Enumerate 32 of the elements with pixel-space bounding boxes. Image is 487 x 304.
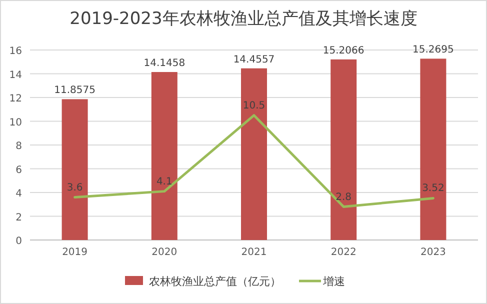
data-label: 14.4557 (233, 54, 275, 66)
y-tick-label: 16 (9, 46, 22, 57)
y-tick-label: 6 (16, 164, 22, 176)
bar (241, 68, 267, 240)
x-tick-label: 2019 (62, 247, 88, 258)
data-label: 3.52 (422, 183, 444, 194)
y-tick-label: 4 (16, 188, 22, 200)
data-label: 4.1 (156, 176, 172, 188)
data-label: 10.5 (242, 100, 266, 112)
data-label: 3.6 (66, 182, 83, 194)
x-tick-label: 2023 (420, 247, 446, 258)
data-label: 14.1458 (144, 58, 186, 70)
legend-label: 农林牧渔业总产值（亿元） (149, 275, 281, 288)
y-tick-label: 0 (16, 236, 22, 247)
data-label: 15.2695 (412, 44, 454, 56)
data-label: 11.8575 (54, 85, 96, 96)
chart-title: 2019-2023年农林牧渔业总产值及其增长速度 (70, 9, 418, 29)
bar (420, 58, 446, 240)
y-tick-label: 14 (9, 70, 22, 81)
y-tick-label: 12 (9, 94, 22, 104)
bar (62, 99, 88, 240)
y-tick-label: 2 (16, 212, 22, 224)
x-tick-label: 2020 (152, 247, 178, 258)
bar (330, 59, 357, 240)
x-tick-label: 2022 (330, 247, 356, 258)
bar (151, 72, 178, 240)
legend-label: 增速 (322, 275, 345, 288)
data-label: 15.2066 (322, 45, 364, 56)
y-tick-label: 8 (16, 141, 22, 152)
y-tick-label: 10 (9, 117, 22, 128)
x-tick-label: 2021 (241, 247, 267, 258)
data-label: 2.8 (336, 192, 352, 203)
